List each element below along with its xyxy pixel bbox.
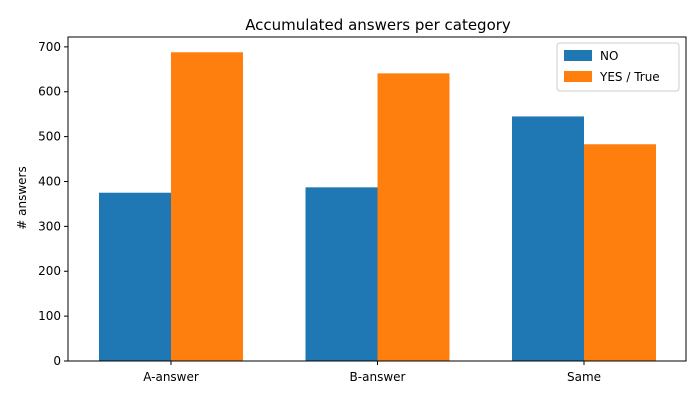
y-tick-label: 600	[38, 85, 61, 99]
y-tick-label: 100	[38, 309, 61, 323]
bar-no-b-answer	[305, 187, 378, 361]
bar-no-a-answer	[99, 192, 171, 361]
y-tick-label: 400	[38, 174, 61, 188]
legend-swatch	[564, 50, 592, 61]
y-tick-label: 0	[53, 354, 61, 368]
bar-yes-true-b-answer	[377, 73, 450, 361]
legend-label: YES / True	[599, 70, 660, 84]
y-tick-label: 300	[38, 219, 61, 233]
x-tick-label: Same	[567, 370, 601, 384]
bar-no-same	[512, 116, 584, 362]
chart-title: Accumulated answers per category	[245, 16, 511, 34]
bars-group	[99, 52, 656, 362]
y-tick-label: 700	[38, 40, 61, 54]
bar-yes-true-a-answer	[171, 52, 243, 361]
axes-group: 0 100 200 300 400 500 600 700 A-answer B-answer Sa…	[38, 36, 687, 384]
y-axis-label: # answers	[15, 166, 29, 229]
x-tick-label: B-answer	[350, 370, 406, 384]
legend-label: NO	[600, 49, 618, 63]
y-tick-label: 200	[38, 264, 61, 278]
x-tick-label: A-answer	[143, 370, 199, 384]
y-tick-label: 500	[38, 130, 61, 144]
bar-yes-true-same	[584, 144, 656, 361]
legend: NO YES / True	[556, 42, 680, 92]
legend-swatch	[564, 71, 592, 82]
